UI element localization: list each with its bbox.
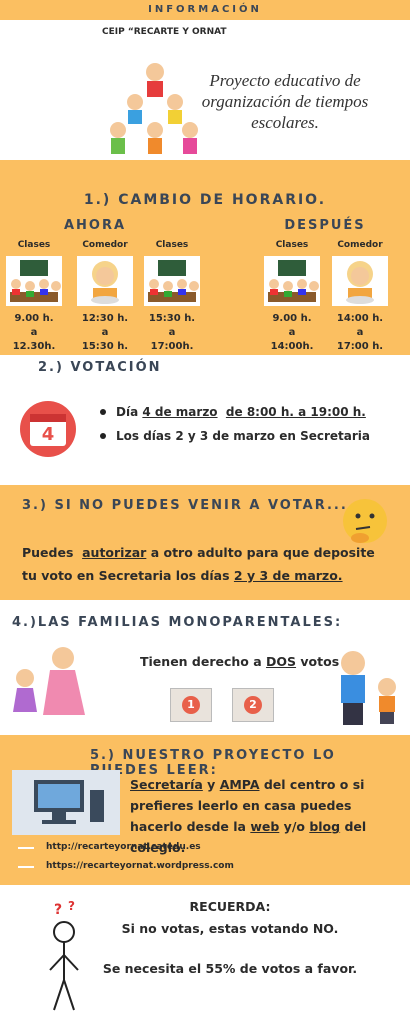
arrow — [18, 866, 34, 868]
section3-band — [0, 485, 410, 600]
ballot-box: 2 — [232, 688, 274, 722]
time-line: a — [288, 327, 296, 338]
text-segment — [218, 405, 226, 419]
classroom-image — [144, 256, 200, 306]
text-segment: Día — [116, 405, 143, 419]
thinking-emoji — [343, 499, 387, 543]
section5-title: 5.) NUESTRO PROYECTO LO PUEDES LEER: — [90, 748, 336, 778]
school-name: CEIP “RECARTE Y ORNAT — [102, 27, 227, 37]
time-line: 15:30 h. — [81, 341, 129, 352]
question-figure: ?? — [49, 900, 79, 1011]
classroom-image — [6, 256, 62, 306]
text-segment: de 8:00 h. a 19:00 h. — [225, 405, 366, 419]
text-segment: del centro o si prefieres leerlo en casa… — [130, 777, 369, 834]
time-line: 12.30h. — [12, 341, 56, 352]
banner: INFORMACIÓN — [148, 4, 262, 15]
time-line: 14:00h. — [270, 341, 314, 352]
kids-illustration — [110, 63, 198, 154]
time-line: 17:00 h. — [336, 341, 384, 352]
section5-text: Secretaría y AMPA del centro o si prefie… — [130, 774, 400, 858]
bullet-dot — [100, 433, 106, 439]
footer-line1: Si no votas, estas votando NO. — [121, 921, 339, 936]
lunch-image — [332, 256, 388, 306]
section4-title: 4.)LAS FAMILIAS MONOPARENTALES: — [12, 615, 343, 630]
mother-child-illustration — [13, 647, 85, 715]
text-segment: votos — [296, 654, 340, 669]
time-line: 12:30 h. — [81, 313, 129, 324]
column-label: Clases — [155, 240, 189, 250]
section2-title: 2.) VOTACIÓN — [38, 360, 162, 375]
time-line: a — [30, 327, 38, 338]
text-segment: Secretaría — [130, 777, 203, 792]
text-segment: blog — [309, 819, 341, 834]
ballot-number: 2 — [244, 696, 262, 714]
svg-text:?: ? — [54, 902, 62, 918]
time-line: 9.00 h. — [14, 313, 54, 324]
column-label: Comedor — [337, 240, 383, 250]
section1-title: 1.) CAMBIO DE HORARIO. — [83, 192, 327, 208]
top-band — [0, 0, 410, 20]
time-line: a — [101, 327, 109, 338]
project-title: Proyecto educativo de organización de ti… — [201, 71, 369, 132]
ballot-number: 1 — [182, 696, 200, 714]
text-segment: autorizar — [82, 545, 147, 560]
text-segment: a otro adulto para que deposite tu voto … — [22, 545, 380, 583]
section3-title: 3.) SI NO PUEDES VENIR A VOTAR... — [22, 498, 348, 513]
link: https://recarteyornat.wordpress.com — [46, 861, 234, 871]
time-line: 15:30 h. — [148, 313, 196, 324]
time-line: 9.00 h. — [272, 313, 312, 324]
section3-text: Puedes autorizar a otro adulto para que … — [22, 541, 382, 587]
text-segment: del colegio. — [130, 819, 371, 855]
text-segment: 2 y 3 de marzo. — [233, 568, 343, 583]
link: http://recarteyornat.catedu.es — [46, 842, 201, 852]
column-label: Comedor — [82, 240, 128, 250]
ballot-box: 1 — [170, 688, 212, 722]
text-segment: 4 de marzo — [142, 405, 218, 419]
time-line: a — [168, 327, 176, 338]
computer-illustration — [12, 770, 120, 835]
after-heading: DESPUÉS — [284, 218, 366, 233]
father-child-illustration — [341, 651, 396, 725]
lunch-image — [77, 256, 133, 306]
text-segment: DOS — [266, 654, 297, 669]
text-segment: Tienen derecho a — [140, 654, 267, 669]
text-segment: Puedes — [22, 545, 83, 560]
text-segment: Los días 2 y 3 de marzo en Secretaria — [116, 429, 370, 443]
bullet-dot — [100, 409, 106, 415]
footer-line2: Se necesita el 55% de votos a favor. — [102, 961, 358, 976]
calendar-icon: 4 — [20, 401, 76, 457]
before-heading: AHORA — [63, 218, 127, 233]
section4-text: Tienen derecho a DOS votos — [140, 650, 339, 673]
column-label: Clases — [17, 240, 51, 250]
bullet: Los días 2 y 3 de marzo en Secretaria — [100, 424, 400, 448]
text-segment: web — [250, 819, 280, 834]
classroom-image — [264, 256, 320, 306]
voting-bullets: Día 4 de marzo de 8:00 h. a 19:00 h. Los … — [100, 400, 400, 448]
footer-heading: RECUERDA: — [189, 899, 271, 914]
bullet: Día 4 de marzo de 8:00 h. a 19:00 h. — [100, 400, 400, 424]
time-line: 17:00h. — [150, 341, 194, 352]
time-line: a — [356, 327, 364, 338]
text-segment: y — [202, 777, 220, 792]
calendar-day: 4 — [42, 424, 55, 445]
svg-text:?: ? — [68, 900, 75, 913]
text-segment: y/o — [279, 819, 310, 834]
column-label: Clases — [275, 240, 309, 250]
arrow — [18, 847, 34, 849]
time-line: 14:00 h. — [336, 313, 384, 324]
text-segment: AMPA — [219, 777, 260, 792]
footer: RECUERDA: Si no votas, estas votando NO.… — [100, 896, 360, 980]
